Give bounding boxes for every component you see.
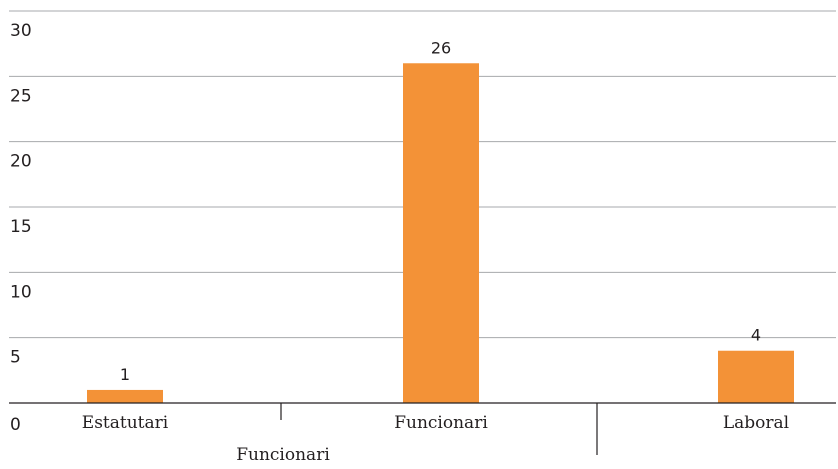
bars [87,63,794,403]
category-label: Funcionari [394,413,488,433]
category-label: Estatutari [82,413,169,433]
data-label: 4 [751,326,761,345]
data-label: 26 [431,38,451,57]
category-label: Laboral [723,413,789,433]
x-axis-title: Funcionari [236,445,330,465]
y-tick-label: 15 [10,217,32,237]
y-tick-label: 0 [10,415,21,435]
category-labels: Estatutari Funcionari Laboral [82,413,789,433]
data-label: 1 [120,365,130,384]
y-tick-label: 5 [10,348,21,368]
bar-estatutari [87,390,163,403]
bar-funcionari [403,63,479,403]
y-tick-label: 20 [10,152,32,172]
bar-laboral [718,351,794,403]
y-tick-label: 30 [10,21,32,41]
y-tick-label: 25 [10,86,32,106]
y-tick-label: 10 [10,282,32,302]
y-axis-ticks: 0 5 10 15 20 25 30 [10,21,32,435]
